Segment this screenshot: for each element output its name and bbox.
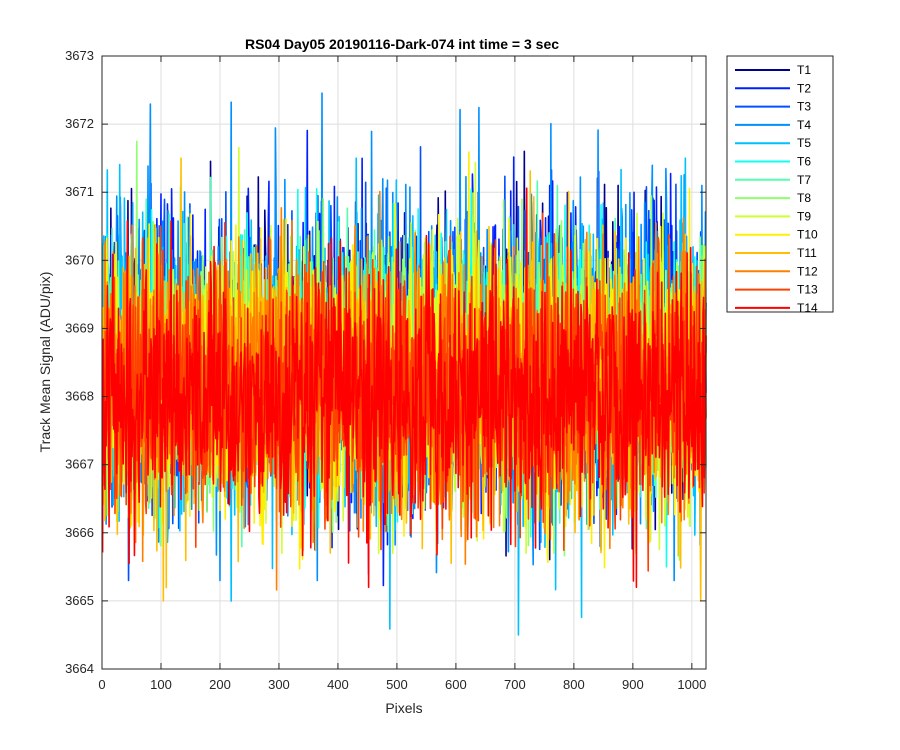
- series-line-t13: [101, 212, 707, 572]
- y-axis-label: Track Mean Signal (ADU/pix): [37, 272, 53, 453]
- legend-label-t2: T2: [797, 81, 811, 95]
- legend-label-t9: T9: [797, 209, 811, 223]
- legend-box: [726, 55, 834, 313]
- series-line-t14: [101, 187, 707, 589]
- y-tick-label: 3668: [65, 389, 94, 404]
- chart-title: RS04 Day05 20190116-Dark-074 int time = …: [245, 36, 559, 52]
- x-tick-label: 400: [327, 677, 349, 692]
- x-tick-label: 600: [445, 677, 467, 692]
- legend-label-t4: T4: [797, 118, 811, 132]
- legend-label-t14: T14: [797, 301, 818, 315]
- x-axis-label: Pixels: [385, 700, 422, 716]
- x-tick-label: 1000: [677, 677, 706, 692]
- legend-label-t8: T8: [797, 191, 811, 205]
- y-tick-label: 3672: [65, 116, 94, 131]
- legend-label-t6: T6: [797, 155, 811, 169]
- x-tick-label: 900: [622, 677, 644, 692]
- y-tick-label: 3673: [65, 48, 94, 63]
- y-tick-label: 3665: [65, 593, 94, 608]
- x-tick-label: 500: [386, 677, 408, 692]
- legend-label-t7: T7: [797, 173, 811, 187]
- x-tick-label: 300: [268, 677, 290, 692]
- y-tick-label: 3669: [65, 320, 94, 335]
- plot-frame: [101, 55, 707, 670]
- legend-label-t12: T12: [797, 264, 818, 278]
- legend-label-t10: T10: [797, 228, 818, 242]
- y-tick-label: 3671: [65, 184, 94, 199]
- legend-label-t3: T3: [797, 100, 811, 114]
- legend-label-t13: T13: [797, 283, 818, 297]
- x-tick-label: 200: [209, 677, 231, 692]
- y-tick-label: 3667: [65, 457, 94, 472]
- y-tick-label: 3664: [65, 661, 94, 676]
- x-tick-label: 0: [98, 677, 105, 692]
- series-lines: [101, 92, 707, 636]
- axis-ticks: 0 100 200 300 400 500 600 700 800 900 1000 3664 3665…: [65, 48, 706, 692]
- y-tick-label: 3666: [65, 525, 94, 540]
- legend: T1 T2 T3 T4 T5 T6 T7 T8 T9 T10 T11 T12 T13 T14: [726, 55, 834, 315]
- legend-label-t11: T11: [797, 246, 817, 260]
- x-tick-label: 800: [563, 677, 585, 692]
- x-tick-label: 700: [504, 677, 526, 692]
- y-tick-label: 3670: [65, 252, 94, 267]
- legend-label-t1: T1: [797, 63, 811, 77]
- legend-label-t5: T5: [797, 136, 811, 150]
- x-tick-label: 100: [150, 677, 172, 692]
